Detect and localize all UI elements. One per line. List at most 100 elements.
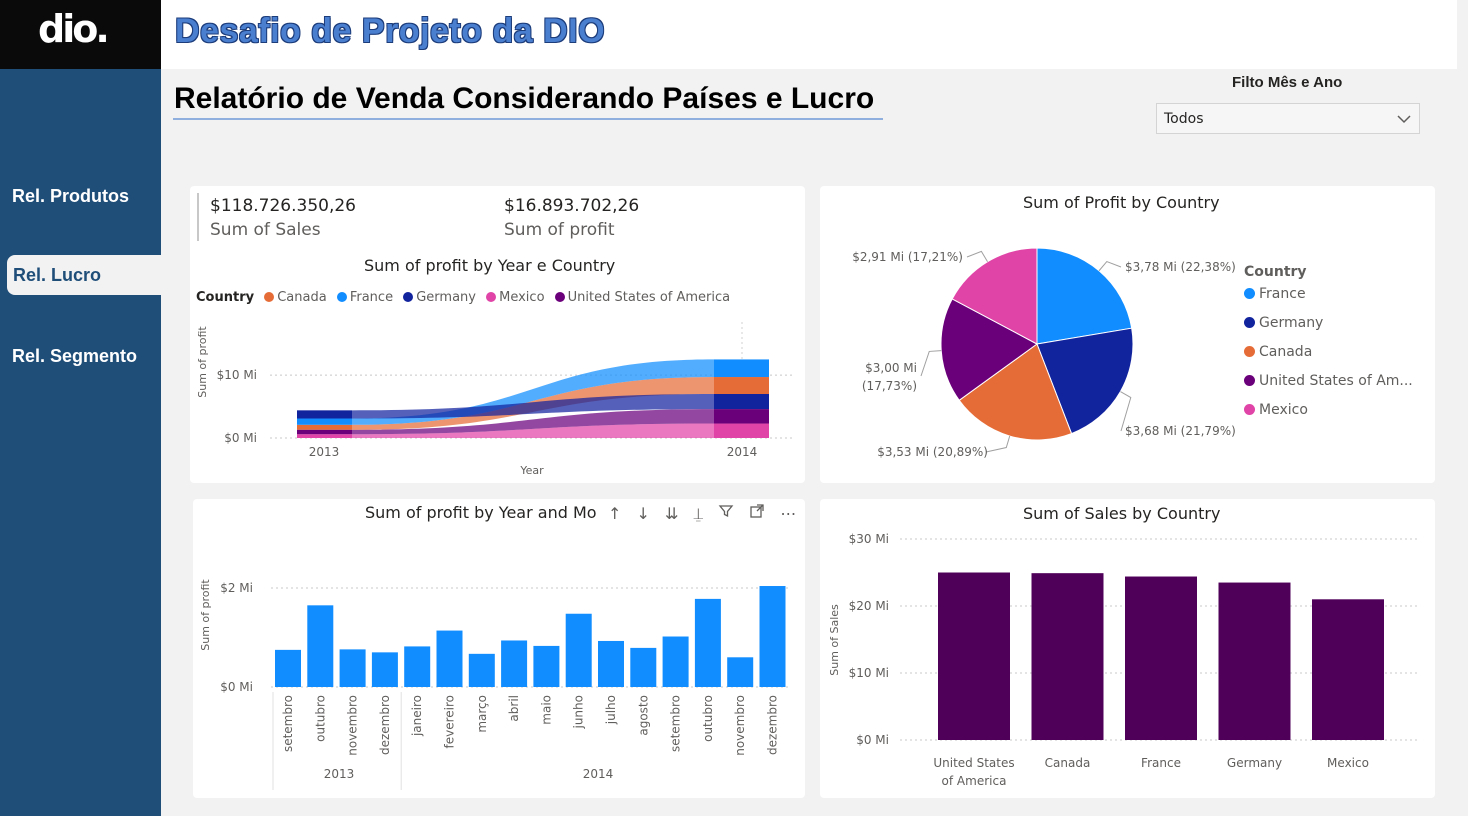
profit-pie-chart[interactable]: $3,78 Mi (22,38%) $3,68 Mi (21,79%) $3,53 … [820,186,1240,483]
data-label: (17,73%) [862,379,917,393]
x-tick-label: of America [942,774,1007,788]
legend-item[interactable]: France [1244,286,1413,315]
x-tick-label: 2013 [309,445,340,459]
data-label: $3,00 Mi [865,361,917,375]
legend-item[interactable]: United States of Am... [1244,373,1413,402]
focus-mode-icon[interactable] [749,503,765,523]
legend-label: United States of Am... [1259,373,1413,389]
y-tick-label: $30 Mi [849,532,889,546]
x-tick-label: novembro [733,695,747,756]
legend-item[interactable]: Canada [1244,344,1413,373]
bar [1125,576,1197,740]
x-axis-label: Year [519,464,544,477]
data-label: $3,78 Mi (22,38%) [1125,260,1236,274]
sidebar-item-segmento[interactable]: Rel. Segmento [12,346,138,366]
bar [662,636,689,687]
legend-item[interactable]: United States of America [554,290,730,305]
legend-item[interactable]: Mexico [486,290,545,305]
more-options-icon[interactable]: ⋯ [780,504,797,523]
y-tick-label: $0 Mi [224,431,257,445]
kpi-profit-value: $16.893.702,26 [504,196,640,216]
legend-item[interactable]: Canada [264,290,327,305]
ribbon-bar-2013 [297,434,352,438]
leader-line [920,350,942,377]
bar [468,653,495,687]
x-tick-label: outubro [701,695,715,742]
legend-label: Mexico [1259,402,1308,418]
filter-selected-value: Todos [1164,111,1204,127]
page-title: Desafio de Projeto da DIO [175,12,606,50]
y-axis-label: Sum of profit [196,326,209,398]
month-year-filter-dropdown[interactable]: Todos [1156,103,1420,134]
profit-by-month-chart[interactable]: $0 Mi $2 Mi Sum of profit setembro outubro no… [193,520,805,798]
sidebar-item-lucro[interactable]: Rel. Lucro [7,255,161,295]
x-tick-label: junho [572,695,586,730]
ribbon-bar-2014 [714,409,769,424]
bar [533,645,560,687]
drill-up-icon[interactable]: ↑ [608,504,622,523]
legend-dot [1244,317,1255,328]
legend-title: Country [196,290,255,305]
chart-legend: Country Canada France Germany Mexico Uni… [196,290,736,305]
x-tick-label: 2014 [727,445,758,459]
expand-all-icon[interactable]: ⇊ [665,504,679,523]
ribbon-bar-2014 [714,359,769,378]
legend-dot [1244,404,1255,415]
x-tick-label: Mexico [1327,756,1369,770]
sidebar-item-label: Rel. Lucro [13,265,102,285]
x-tick-label: fevereiro [443,695,457,749]
y-tick-label: $10 Mi [217,368,257,382]
legend-dot [1244,375,1255,386]
legend-label: Mexico [499,290,545,305]
legend-dot [403,292,414,302]
logo-area: dio. [0,0,161,69]
pie-slice [1036,247,1133,345]
leader-line [1120,391,1132,432]
pie-legend: Country France Germany Canada United Sta… [1244,264,1413,431]
legend-dot [1244,346,1255,357]
legend-label: France [349,290,394,305]
legend-item[interactable]: France [336,290,394,305]
chart-title: Sum of profit by Year and Mo [365,503,597,522]
sidebar-item-produtos[interactable]: Rel. Produtos [12,186,130,206]
legend-item[interactable]: Germany [1244,315,1413,344]
sales-by-country-chart[interactable]: $0 Mi $10 Mi $20 Mi $30 Mi Sum of Sales Unite… [820,520,1435,798]
bar [759,586,786,687]
kpi-divider [197,193,199,241]
ribbon-germany [352,394,714,419]
expand-hierarchy-icon[interactable]: ⍊ [693,504,704,523]
ribbon-mexico [352,423,714,438]
legend-label: Germany [416,290,476,305]
y-tick-label: $10 Mi [849,666,889,680]
drill-down-icon[interactable]: ↓ [636,504,650,523]
subtitle-underline [173,118,883,120]
report-subtitle: Relatório de Venda Considerando Países e… [174,82,875,115]
y-tick-label: $0 Mi [220,680,253,694]
bar [501,640,528,687]
ribbon-france [352,359,714,425]
legend-item[interactable]: Germany [403,290,476,305]
data-label: $3,68 Mi (21,79%) [1125,424,1236,438]
profit-ribbon-chart[interactable]: $0 Mi $10 Mi Sum of profit 2013 2014 Year [190,310,805,482]
legend-label: Canada [1259,344,1313,360]
pie-slice [951,247,1038,345]
bar [598,640,624,687]
ribbon-bar-2014 [714,394,769,410]
filter-icon[interactable] [718,503,734,523]
bar [565,613,592,687]
bar [339,649,366,687]
y-tick-label: $0 Mi [856,733,889,747]
x-tick-label: Germany [1227,756,1282,770]
bar [436,630,463,687]
kpi-sales-value: $118.726.350,26 [210,196,357,216]
legend-item[interactable]: Mexico [1244,402,1413,431]
chart-title: Sum of profit by Year e Country [364,256,616,275]
x-tick-label: abril [507,695,521,722]
sidebar [0,0,161,816]
ribbon-bar-2013 [297,418,352,425]
bar [727,657,754,687]
ribbon-united-states-of-america [352,409,714,435]
legend-dot [554,292,565,302]
x-tick-label: outubro [313,695,327,742]
kpi-profit-label: Sum of profit [504,220,615,240]
